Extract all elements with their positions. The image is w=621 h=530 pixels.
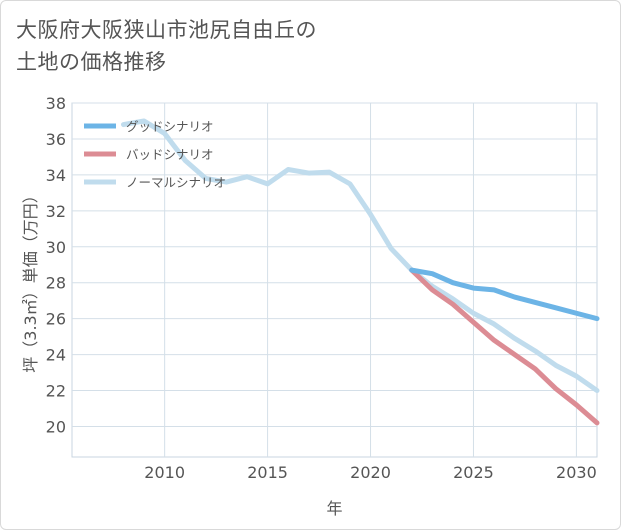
legend-label: グッドシナリオ [126,119,214,134]
legend-label: ノーマルシナリオ [126,175,226,190]
x-tick-label: 2030 [556,463,597,482]
y-tick-label: 30 [46,238,66,257]
chart-title: 大阪府大阪狭山市池尻自由丘の 土地の価格推移 [16,14,416,78]
title-line-2: 土地の価格推移 [16,50,167,74]
y-tick-label: 24 [46,346,66,365]
y-tick-label: 34 [46,166,66,185]
x-tick-label: 2025 [453,463,494,482]
y-tick-label: 32 [46,202,66,221]
x-tick-label: 2010 [144,463,185,482]
y-axis-label: 坪（3.3㎡）単価（万円） [21,187,40,372]
legend-label: バッドシナリオ [126,147,214,162]
series-line [409,267,600,322]
y-tick-label: 28 [46,274,66,293]
x-tick-label: 2020 [350,463,391,482]
title-line-1: 大阪府大阪狭山市池尻自由丘の [16,18,317,42]
y-tick-label: 38 [46,94,66,113]
x-tick-label: 2015 [247,463,288,482]
y-tick-label: 22 [46,382,66,401]
y-tick-label: 20 [46,417,66,436]
y-tick-label: 36 [46,130,66,149]
series-line [120,118,600,394]
y-tick-label: 26 [46,310,66,329]
x-axis-label: 年 [326,499,342,518]
series-line [409,267,600,426]
